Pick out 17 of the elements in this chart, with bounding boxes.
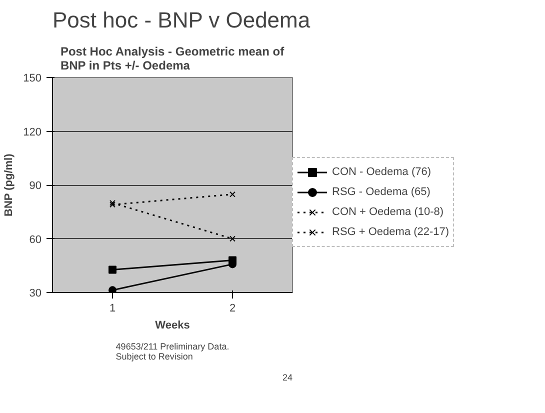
text: 24: [282, 372, 293, 382]
legend-label: RSG - Oedema (65): [332, 186, 430, 198]
y-tick-label: 60: [29, 234, 42, 246]
y-tick-label: 150: [23, 72, 42, 84]
x-axis-title: Weeks: [155, 320, 190, 332]
y-axis-title: BNP (pg/ml): [3, 153, 16, 216]
legend-label: CON + Oedema (10-8): [332, 206, 444, 218]
chart-subtitle: Post Hoc Analysis - Geometric mean of BNP in Pts +/- Oedema: [60, 44, 286, 72]
text: 49653/211 Preliminary Data. Subject to Revision: [116, 342, 230, 362]
y-tick-label: 30: [29, 288, 42, 300]
x-tick-label: 2: [229, 302, 236, 314]
y-tick-label: 90: [29, 180, 42, 192]
legend-label: CON - Oedema (76): [332, 166, 432, 178]
y-tick-label: 120: [23, 126, 42, 138]
x-tick-label: 1: [109, 302, 116, 314]
chart-title: Post hoc - BNP v Oedema: [52, 8, 311, 32]
legend-label: RSG + Oedema (22-17): [332, 226, 450, 238]
